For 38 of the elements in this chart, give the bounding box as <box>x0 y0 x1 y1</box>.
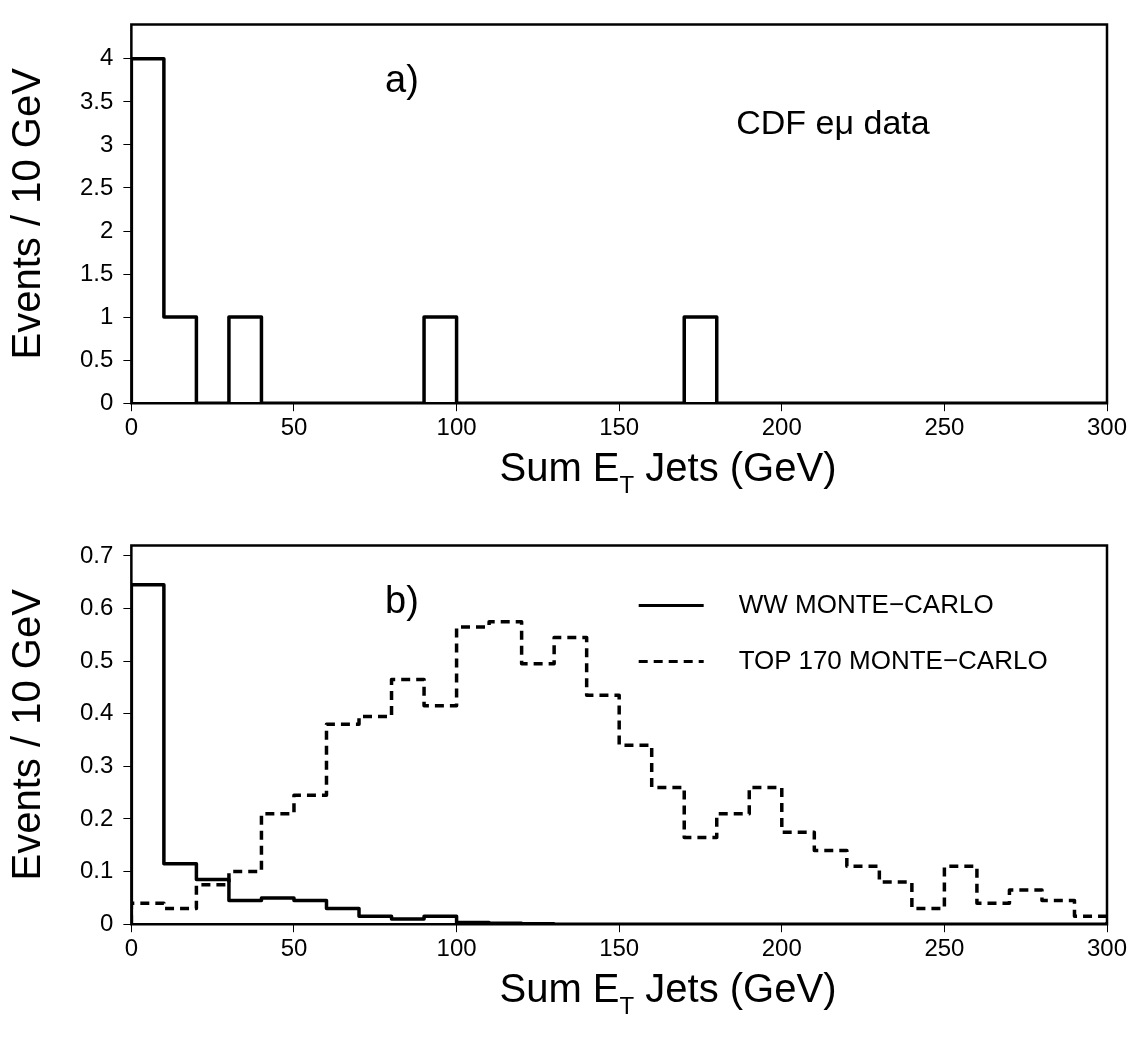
x-tick-label: 100 <box>436 934 477 962</box>
y-tick-label: 0.6 <box>79 593 114 621</box>
x-tick-label: 50 <box>280 934 308 962</box>
annotation: a) <box>385 58 419 101</box>
y-tick-label: 0.5 <box>79 344 114 372</box>
y-tick-label: 2 <box>100 215 114 243</box>
x-tick-label: 0 <box>124 934 139 962</box>
x-tick-label: 100 <box>436 413 477 441</box>
x-tick-label: 150 <box>599 934 640 962</box>
y-tick-label: 0.2 <box>79 803 114 831</box>
y-tick-label: 0.7 <box>79 540 114 568</box>
x-tick-label: 200 <box>761 413 802 441</box>
x-tick-label: 250 <box>924 413 965 441</box>
y-tick-label: 4 <box>100 43 114 71</box>
y-tick-label: 0.3 <box>79 750 114 778</box>
x-tick-label: 200 <box>761 934 802 962</box>
y-axis-title: Events / 10 GeV <box>4 67 48 360</box>
y-axis-title: Events / 10 GeV <box>4 588 48 881</box>
y-tick-label: 0 <box>100 387 114 415</box>
y-tick-label: 3.5 <box>79 86 114 114</box>
x-tick-label: 300 <box>1086 934 1128 962</box>
x-tick-label: 150 <box>599 413 640 441</box>
x-tick-label: 300 <box>1086 413 1128 441</box>
y-tick-label: 1 <box>100 301 114 329</box>
y-tick-label: 2.5 <box>79 172 114 200</box>
y-tick-label: 0.1 <box>79 856 114 884</box>
x-tick-label: 0 <box>124 413 139 441</box>
legend-label: WW MONTE−CARLO <box>738 588 994 619</box>
x-tick-label: 250 <box>924 934 965 962</box>
x-tick-label: 50 <box>280 413 308 441</box>
annotation: CDF eμ data <box>736 103 930 142</box>
y-tick-label: 0.4 <box>79 698 114 726</box>
y-tick-label: 0.5 <box>79 645 114 673</box>
legend-label: TOP 170 MONTE−CARLO <box>738 644 1048 675</box>
annotation: b) <box>385 579 419 622</box>
y-tick-label: 0 <box>100 908 114 936</box>
y-tick-label: 3 <box>100 129 114 157</box>
y-tick-label: 1.5 <box>79 258 114 286</box>
